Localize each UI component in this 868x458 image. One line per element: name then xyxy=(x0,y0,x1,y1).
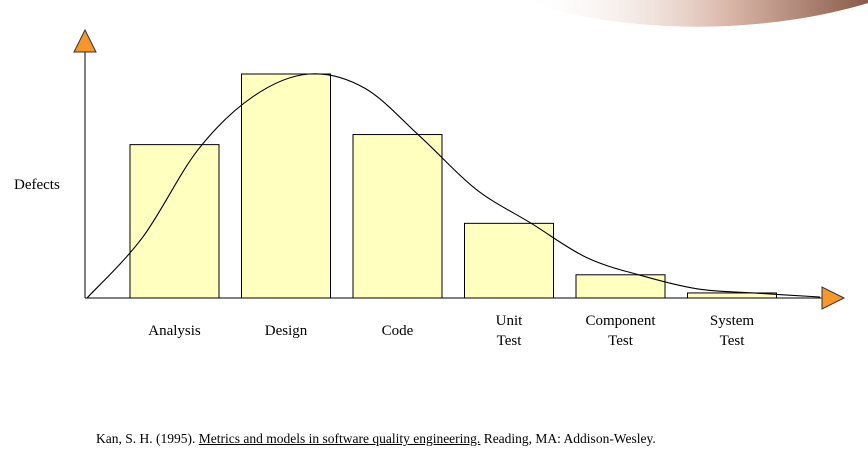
category-label-3: Unit Test xyxy=(454,311,564,351)
category-label-2: Code xyxy=(343,321,453,341)
citation: Kan, S. H. (1995). Metrics and models in… xyxy=(96,431,656,447)
category-label-4: Component Test xyxy=(566,311,676,351)
category-label-line: Test xyxy=(719,333,745,349)
bar-0 xyxy=(129,144,220,299)
category-label-line: Code xyxy=(381,323,414,339)
x-axis-arrowhead xyxy=(821,286,846,310)
category-label-line: Component xyxy=(585,313,656,329)
category-label-1: Design xyxy=(231,321,341,341)
citation-prefix: Kan, S. H. (1995). xyxy=(96,431,199,446)
defect-curve xyxy=(86,73,821,299)
category-label-line: System xyxy=(709,313,755,329)
category-label-line: Unit xyxy=(495,313,523,329)
category-label-line: Design xyxy=(264,323,308,339)
category-label-0: Analysis xyxy=(120,321,230,341)
citation-suffix: Reading, MA: Addison-Wesley. xyxy=(480,431,656,446)
citation-title: Metrics and models in software quality e… xyxy=(198,431,481,446)
y-axis-label: Defects xyxy=(14,177,60,193)
category-label-line: Test xyxy=(496,333,522,349)
y-axis-arrowhead xyxy=(73,28,97,53)
bar-3 xyxy=(464,222,554,299)
bar-2 xyxy=(352,134,443,299)
category-label-line: Analysis xyxy=(148,323,201,339)
bar-1 xyxy=(241,73,331,299)
decorative-swoosh xyxy=(520,0,868,27)
category-label-line: Test xyxy=(608,333,633,349)
category-label-5: System Test xyxy=(677,311,787,351)
